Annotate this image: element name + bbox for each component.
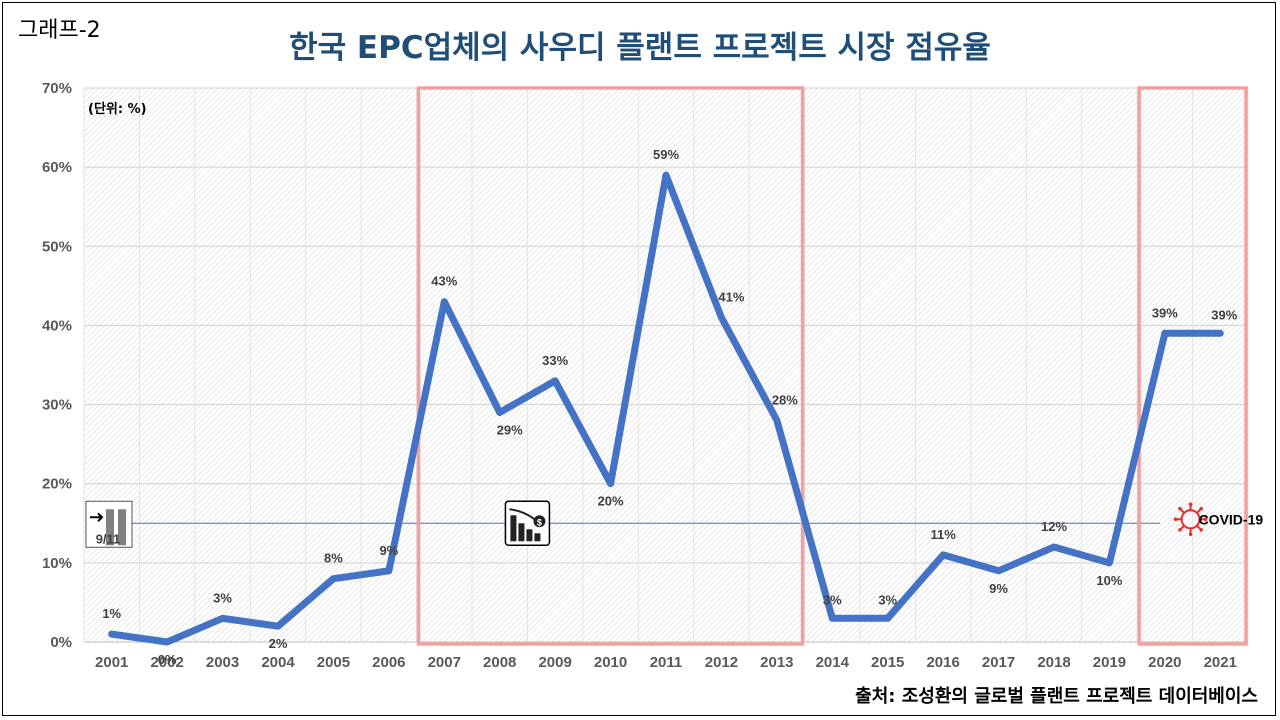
x-tick-label: 2010: [594, 654, 627, 671]
data-label: 9%: [379, 543, 398, 558]
gridlines: [83, 87, 1249, 643]
covid-icon: COVID-19: [1173, 502, 1264, 537]
x-tick-label: 2015: [871, 654, 904, 671]
x-tick-label: 2013: [760, 654, 793, 671]
y-tick-label: 20%: [42, 476, 72, 493]
highlight-boxes: [416, 86, 1248, 646]
unit-label: (단위: %): [88, 101, 147, 117]
x-tick-label: 2009: [538, 654, 571, 671]
x-tick-label: 2021: [1204, 654, 1237, 671]
plot-area: [84, 88, 1248, 642]
data-label: 3%: [213, 590, 232, 605]
data-label: 2%: [269, 636, 288, 651]
x-tick-label: 2017: [982, 654, 1015, 671]
data-label: 0%: [158, 652, 177, 667]
data-labels: 1% 0% 3% 2% 8% 9% 43% 29% 33% 20% 59% 41% 28% 3% 3% 11%…: [102, 147, 1237, 667]
x-tick-label: 2006: [372, 654, 405, 671]
y-tick-label: 70%: [42, 80, 72, 97]
series-line: [108, 171, 1224, 646]
data-label: 43%: [431, 274, 457, 289]
data-label: 1%: [102, 606, 121, 621]
x-axis-ticks: 2001 2002 2003 2004 2005 2006 2007 2008 2009 2010…: [95, 654, 1237, 671]
y-tick-label: 50%: [42, 238, 72, 255]
data-label: 8%: [324, 551, 343, 566]
figure-label: 그래프-2: [18, 18, 101, 43]
data-label: 33%: [542, 353, 568, 368]
source-note: 출처: 조성환의 글로벌 플랜트 프로젝트 데이터베이스: [855, 686, 1258, 707]
y-axis-ticks: 0% 10% 20% 30% 40% 50% 60% 70%: [42, 80, 72, 651]
x-tick-label: 2008: [483, 654, 516, 671]
data-label: 11%: [930, 527, 956, 542]
y-tick-label: 60%: [42, 159, 72, 176]
data-label: 3%: [878, 592, 897, 607]
highlight-box: [1137, 86, 1248, 646]
data-label: 9%: [989, 581, 1008, 596]
x-tick-label: 2011: [650, 654, 683, 671]
x-tick-label: 2005: [317, 654, 350, 671]
data-label: 3%: [823, 592, 842, 607]
annotations: 9/11 $ COVID-19: [85, 500, 1264, 548]
x-tick-label: 2019: [1093, 654, 1126, 671]
x-tick-label: 2004: [261, 654, 295, 671]
data-label: 12%: [1041, 519, 1067, 534]
y-tick-label: 30%: [42, 397, 72, 414]
x-tick-label: 2020: [1148, 654, 1181, 671]
data-label: 59%: [653, 147, 679, 162]
data-label: 39%: [1152, 305, 1178, 320]
annotation-text: 9/11: [96, 531, 121, 546]
data-label: 20%: [598, 494, 624, 509]
x-tick-label: 2012: [705, 654, 738, 671]
y-tick-label: 0%: [50, 634, 72, 651]
x-tick-label: 2002: [150, 654, 183, 671]
annotation-text: COVID-19: [1199, 511, 1264, 527]
data-label: 28%: [772, 392, 798, 407]
chart-title: 한국 EPC업체의 사우디 플랜트 프로젝트 시장 점유율: [289, 30, 991, 66]
x-tick-label: 2007: [428, 654, 461, 671]
financial-crisis-icon: $: [504, 500, 551, 547]
x-tick-label: 2018: [1037, 654, 1070, 671]
highlight-box: [416, 86, 805, 646]
y-tick-label: 10%: [42, 555, 72, 572]
x-tick-label: 2003: [206, 654, 239, 671]
dollar-icon: $: [537, 517, 542, 527]
data-label: 29%: [497, 422, 523, 437]
data-label: 41%: [718, 290, 744, 305]
data-label: 39%: [1211, 307, 1237, 322]
x-tick-label: 2014: [816, 654, 850, 671]
x-tick-label: 2001: [95, 654, 128, 671]
y-tick-label: 40%: [42, 317, 72, 334]
data-label: 10%: [1096, 573, 1122, 588]
x-tick-label: 2016: [926, 654, 959, 671]
9-11-icon: 9/11: [85, 500, 133, 548]
